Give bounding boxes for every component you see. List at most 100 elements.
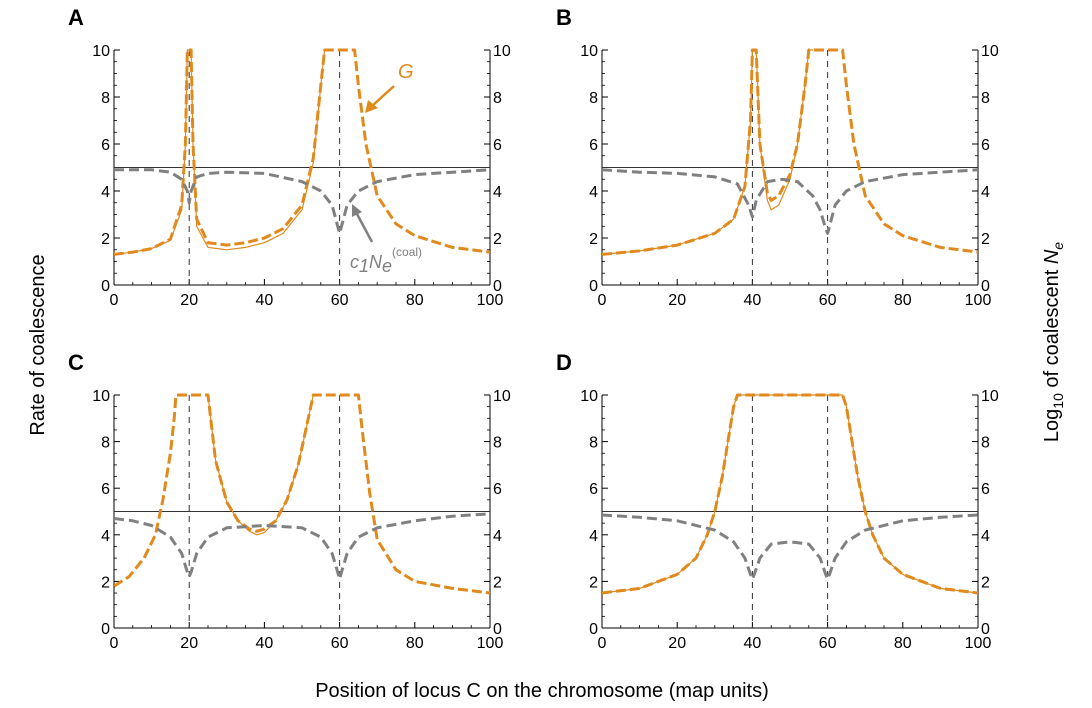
panel-a-ytick-label-right: 2 xyxy=(493,231,502,248)
panel-b-ytick-label-left: 0 xyxy=(589,278,598,295)
x-axis-title: Position of locus C on the chromosome (m… xyxy=(315,680,769,702)
panel-a-ytick-label-right: 6 xyxy=(493,137,502,154)
panel-b-ytick-label-left: 4 xyxy=(589,184,598,201)
panel-b-series-g-approx xyxy=(602,48,978,256)
panel-a-series-g-approx xyxy=(114,48,490,256)
panel-d-ytick-label-right: 8 xyxy=(981,435,990,452)
y-right-var-sub: e xyxy=(1050,242,1066,250)
panel-a-series-c1ne xyxy=(114,168,490,235)
panel-a-xtick-label: 0 xyxy=(110,292,119,309)
y-axis-title-left: Rate of coalescence xyxy=(27,254,49,435)
panel-c-series-c1ne xyxy=(114,512,490,581)
panel-c-ytick-label-left: 10 xyxy=(92,388,110,405)
g-arrow-head-icon xyxy=(365,100,378,113)
panel-b-ytick-label-left: 2 xyxy=(589,231,598,248)
y-right-log: Log xyxy=(1041,409,1063,442)
g-arrow-shaft xyxy=(371,85,395,107)
y-right-log-sub: 10 xyxy=(1050,393,1066,409)
panel-b-xtick-label: 60 xyxy=(819,292,837,309)
panel-b-ytick-label-right: 10 xyxy=(981,43,999,60)
panel-d-xtick-label: 0 xyxy=(598,635,607,652)
panel-c-xtick-label: 20 xyxy=(180,635,198,652)
panel-c-ytick-label-left: 8 xyxy=(101,435,110,452)
panel-c-ytick-label-right: 0 xyxy=(493,621,502,638)
panel-d-ytick-label-left: 6 xyxy=(589,481,598,498)
c1ne-n: N xyxy=(369,252,383,272)
panel-c-ytick-label-right: 2 xyxy=(493,574,502,591)
c1ne-c: c xyxy=(350,252,359,272)
g-label: G xyxy=(398,61,414,83)
panel-b: B0 02 24 46 68 810 100 20 40 60 80 100 xyxy=(556,5,999,309)
panel-a-xtick-label: 80 xyxy=(406,292,424,309)
panel-b-ytick-label-right: 0 xyxy=(981,278,990,295)
panel-a-ytick-label-left: 0 xyxy=(101,278,110,295)
panel-d-series-g-exact xyxy=(602,394,978,594)
panel-d-xtick-label: 60 xyxy=(819,635,837,652)
panel-c-xtick-label: 60 xyxy=(331,635,349,652)
panel-d-series-g-approx xyxy=(602,393,978,595)
panel-a-ytick-label-right: 4 xyxy=(493,184,502,201)
panel-a-ytick-label-left: 10 xyxy=(92,43,110,60)
panel-d-xtick-label: 20 xyxy=(668,635,686,652)
panel-d-ytick-label-right: 0 xyxy=(981,621,990,638)
c1ne-e: e xyxy=(382,256,392,276)
panel-d-ytick-label-left: 0 xyxy=(589,621,598,638)
panel-c-ytick-label-right: 6 xyxy=(493,481,502,498)
panel-b-ytick-label-left: 10 xyxy=(580,43,598,60)
panel-c-ytick-label-left: 6 xyxy=(101,481,110,498)
panel-b-series-c1ne xyxy=(602,168,978,235)
panel-a-xtick-label: 40 xyxy=(256,292,274,309)
panel-d-xtick-label: 80 xyxy=(894,635,912,652)
c-arrow-head-icon xyxy=(352,204,362,217)
panel-c-ytick-label-right: 8 xyxy=(493,435,502,452)
panel-b-xtick-label: 100 xyxy=(965,292,992,309)
panel-a-ytick-label-right: 0 xyxy=(493,278,502,295)
panel-a-ytick-label-right: 10 xyxy=(493,43,511,60)
panel-c-ytick-label-right: 10 xyxy=(493,388,511,405)
panel-d-series-c1ne xyxy=(602,513,978,581)
panel-d-ytick-label-left: 10 xyxy=(580,388,598,405)
panel-a: A0 02 24 46 68 810 100 20 40 60 80 100 xyxy=(68,5,511,309)
panel-c-ytick-label-left: 0 xyxy=(101,621,110,638)
panel-b-ytick-label-left: 6 xyxy=(589,137,598,154)
panel-b-ytick-label-right: 2 xyxy=(981,231,990,248)
panel-a-ytick-label-left: 2 xyxy=(101,231,110,248)
c-arrow-shaft xyxy=(355,213,374,243)
y-right-var: N xyxy=(1041,249,1063,264)
panel-b-ytick-label-right: 6 xyxy=(981,137,990,154)
c1ne-1: 1 xyxy=(359,256,369,276)
panel-b-ytick-label-right: 4 xyxy=(981,184,990,201)
panel-d-ytick-label-left: 4 xyxy=(589,528,598,545)
panel-b-xtick-label: 0 xyxy=(598,292,607,309)
panel-a-xtick-label: 20 xyxy=(180,292,198,309)
panel-b-ytick-label-left: 8 xyxy=(589,90,598,107)
panel-c-ytick-label-right: 4 xyxy=(493,528,502,545)
panel-c-series-g-exact xyxy=(207,394,314,536)
y-right-mid: of coalescent xyxy=(1041,264,1063,393)
panel-d-ytick-label-left: 2 xyxy=(589,574,598,591)
panel-a-ytick-label-left: 8 xyxy=(101,90,110,107)
panel-c-letter: C xyxy=(68,350,84,375)
panel-b-series-g-exact xyxy=(602,49,814,255)
c1ne-label: c1Ne(coal) xyxy=(350,245,422,276)
panel-d-xtick-label: 40 xyxy=(744,635,762,652)
panel-d-xtick-label: 100 xyxy=(965,635,992,652)
panel-d-ytick-label-right: 6 xyxy=(981,481,990,498)
panel-c-xtick-label: 40 xyxy=(256,635,274,652)
panel-d-ytick-label-right: 2 xyxy=(981,574,990,591)
annotation-c1ne: c1Ne(coal) xyxy=(350,204,422,276)
panel-d-letter: D xyxy=(556,350,572,375)
panel-c-ytick-label-left: 4 xyxy=(101,528,110,545)
panel-b-letter: B xyxy=(556,5,572,30)
c1ne-coal: (coal) xyxy=(392,245,422,259)
panel-a-ytick-label-right: 8 xyxy=(493,90,502,107)
panel-c-xtick-label: 80 xyxy=(406,635,424,652)
panel-c-xtick-label: 100 xyxy=(477,635,504,652)
annotation-g: G xyxy=(365,61,414,113)
panel-d-ytick-label-right: 4 xyxy=(981,528,990,545)
panel-a-ytick-label-left: 4 xyxy=(101,184,110,201)
panel-c: C0 02 24 46 68 810 100 20 40 60 80 100 xyxy=(68,350,511,652)
panel-d-ytick-label-right: 10 xyxy=(981,388,999,405)
